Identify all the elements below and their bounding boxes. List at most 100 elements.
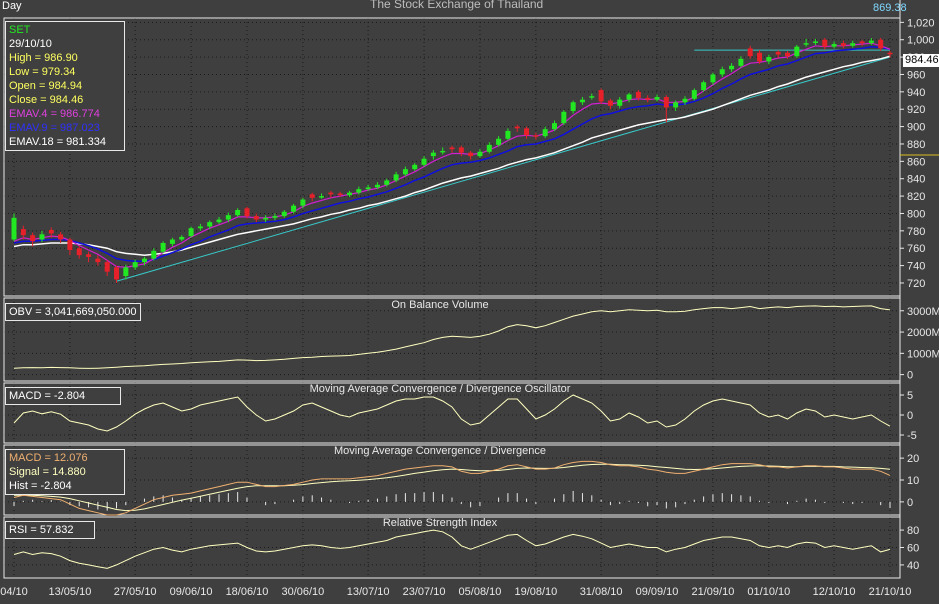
x-tick-label: 04/10 [0,586,28,598]
candle-body [542,129,548,137]
candle-body [840,43,846,46]
candle-body [374,184,380,188]
candle-body [598,90,604,102]
candle-body [449,147,455,150]
macd-value: MACD = 12.076 [9,452,88,464]
candle-body [626,94,632,100]
x-tick-label: 21/09/10 [692,586,735,598]
candle-body [887,52,893,55]
candle-body [216,219,222,223]
candlesticks [11,37,893,283]
ema18-line [13,55,891,256]
candle-body [524,128,530,136]
rsi-line [13,529,891,569]
hist-value: Hist = -2.804 [9,480,72,492]
macd-line [13,460,891,516]
candle-body [579,99,585,103]
candle-body [691,90,697,99]
candle-body [20,229,26,236]
y-tick-label: 940 [907,87,925,99]
y-tick-label: 1,020 [907,17,935,29]
indicator-lines [13,305,891,569]
candle-body [207,222,213,227]
x-tick-label: 23/07/10 [403,586,446,598]
candle-body [766,57,772,62]
candle-body [48,229,54,234]
candle-body [300,199,306,206]
x-tick-label: 30/06/10 [281,586,324,598]
signal-value: Signal = 14.880 [9,466,86,478]
y-tick-label: 780 [907,226,925,238]
candle-body [794,46,800,57]
x-tick-label: 21/10/10 [869,586,912,598]
candle-body [496,138,502,145]
y-tick-label: 40 [907,560,919,572]
rsi-legend: RSI = 57.832 [5,521,95,539]
candle-body [784,52,790,57]
candle-body [719,69,725,75]
y-tick-label: 840 [907,174,925,186]
candle-body [822,39,828,47]
candle-body [831,44,837,47]
legend-high: High = 986.90 [9,52,78,64]
x-tick-label: 09/06/10 [170,586,213,598]
y-tick-label: 2000M [907,327,939,339]
candle-body [682,98,688,103]
candle-body [421,158,427,165]
y-tick-label: 880 [907,139,925,151]
candle-body [114,267,120,280]
candle-body [76,248,82,256]
axis-labels: 04/10 13/05/10 27/05/10 09/06/10 18/06/10 30/… [0,17,939,598]
last-value: 869.38 [873,2,907,14]
y-tick-label: 920 [907,104,925,116]
candle-body [104,262,110,272]
candle-body [253,216,259,220]
rsi-title: Relative Strength Index [382,517,498,529]
candle-body [272,216,278,218]
macd-osc-legend: MACD = -2.804 [5,387,121,405]
candle-body [738,58,744,66]
y-tick-label: 820 [907,191,925,203]
y-tick-label: 0 [907,410,913,422]
candle-body [850,43,856,46]
candle-body [645,97,651,100]
legend-open: Open = 984.94 [9,80,83,92]
candle-body [244,208,250,217]
candle-body [123,267,129,277]
candle-body [561,111,567,124]
x-tick-label: 27/05/10 [114,586,157,598]
price-marker: 984.46 [903,54,939,67]
y-tick-label: 0 [907,370,913,382]
y-tick-label: 1000M [907,348,939,360]
candle-body [552,123,558,130]
y-tick-label: 60 [907,543,919,555]
candle-body [58,234,64,240]
candle-body [673,102,679,108]
legend-ema9: EMAV.9 = 987.023 [9,122,100,134]
y-tick-label: 0 [907,497,913,509]
candle-body [151,250,157,259]
y-tick-label: 80 [907,525,919,537]
y-tick-label: 1,000 [907,35,935,47]
candle-body [440,150,446,153]
legend-ema4: EMAV.4 = 986.774 [9,108,100,120]
legend-ema18: EMAV.18 = 981.334 [9,136,106,148]
y-tick-label: 960 [907,69,925,81]
candle-body [225,215,231,220]
candle-body [11,217,17,240]
y-tick-label: 3000M [907,306,939,318]
candle-body [486,144,492,152]
y-tick-label: 900 [907,122,925,134]
candle-body [477,151,483,157]
candle-body [141,258,147,263]
candle-body [384,180,390,185]
candle-body [635,91,641,98]
candle-body [337,193,343,195]
candle-body [878,39,884,49]
price-panel [13,42,891,282]
candle-body [67,239,73,250]
x-tick-label: 01/10/10 [747,586,790,598]
candle-body [458,147,464,153]
x-tick-label: 12/10/10 [813,586,856,598]
